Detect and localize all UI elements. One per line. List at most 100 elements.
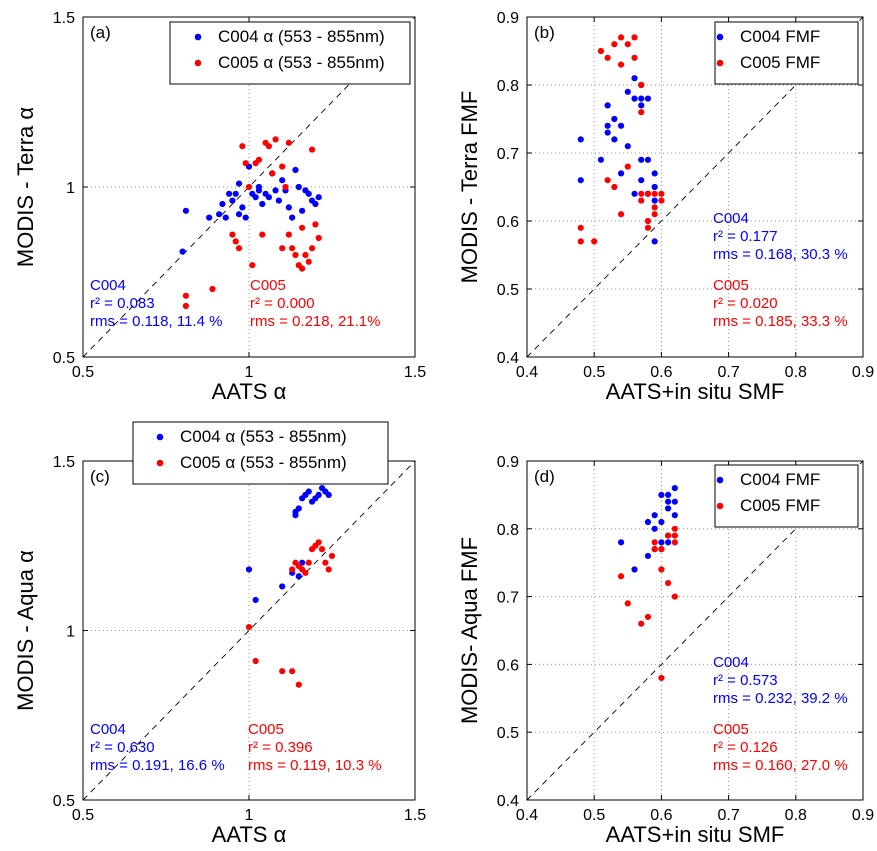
stat-label: C005 [713,277,749,294]
data-point [631,75,638,82]
stat-label: C004 [90,721,126,738]
data-point [289,245,296,252]
x-axis-label: AATS α [212,822,287,847]
data-point [644,518,652,526]
stat-r2: r² = 0.177 [713,228,778,245]
data-point [665,498,672,505]
legend: C004 FMF C005 FMF [714,464,859,528]
data-point [658,190,665,197]
y-tick-label: 1 [66,624,75,641]
data-point [325,566,332,573]
data-point [315,234,322,242]
x-tick-label: 0.9 [852,807,874,824]
stat-r2: r² = 0.573 [713,672,778,689]
data-point [604,129,611,136]
legend-entry: C005 FMF [740,53,820,72]
legend: C004 α (553 - 855nm) C005 α (553 - 855nm) [132,421,389,485]
data-point [617,170,625,177]
data-point [299,265,306,272]
data-point [252,657,259,665]
data-point [259,231,266,238]
data-point [617,539,625,546]
y-tick-label: 0.5 [53,793,75,810]
data-point [644,552,652,560]
data-point [624,600,631,607]
data-point [644,156,652,163]
data-point [285,139,292,146]
legend: C004 α (553 - 855nm) C005 α (553 - 855nm) [169,21,411,85]
data-point [259,200,266,208]
data-point [638,156,645,163]
data-point [295,681,302,688]
data-point [315,491,322,498]
legend-marker [716,33,724,41]
data-point [665,505,672,512]
data-point [671,539,678,546]
data-point [617,122,625,129]
data-point [577,136,584,143]
y-tick-label: 1.5 [53,454,75,471]
data-point [577,177,584,184]
panel-label: (b) [534,23,555,42]
panel-label: (c) [90,467,110,486]
legend-box [169,21,411,85]
data-point [292,166,299,174]
y-tick-label: 0.9 [497,10,519,27]
stat-rms: rms = 0.119, 10.3 % [248,757,382,774]
y-tick-label: 0.4 [497,793,519,810]
data-point [182,302,190,310]
data-point [279,668,286,675]
data-point [617,211,625,218]
data-point [265,194,273,201]
data-point [305,258,312,265]
x-tick-label: 0.8 [785,364,807,381]
panel-a: 0.5 1 1.5 0.5 1 1.5 AATS α MODIS - Terra α (a) C0… [13,10,426,404]
legend-marker [156,459,164,467]
x-tick-label: 1 [245,364,254,381]
data-point [665,491,672,498]
legend-entry: C004 α (553 - 855nm) [218,27,385,46]
panel-b: 0.4 0.5 0.6 0.7 0.8 0.9 0.4 0.5 0.6 0.7 0.8 0.9 AATS… [457,10,874,404]
y-tick-label: 0.9 [497,454,519,471]
data-point [219,200,226,208]
x-tick-label: 0.7 [717,364,739,381]
data-point [279,583,286,590]
stat-rms: rms = 0.160, 27.0 % [713,757,848,774]
data-point [245,183,253,191]
stat-r2: r² = 0.630 [90,739,155,756]
legend: C004 FMF C005 FMF [714,21,859,85]
data-point [206,214,213,221]
data-point [658,491,665,498]
legend-box [714,21,859,85]
data-point [302,251,309,259]
data-point [239,204,246,211]
data-point [325,491,332,498]
data-point [604,177,611,184]
data-point [658,539,665,546]
data-point [617,573,625,580]
data-point [651,211,658,218]
data-point [638,102,645,109]
data-point [279,163,286,170]
data-point [658,674,665,682]
data-point [292,251,299,259]
data-point [272,187,279,194]
data-point [577,224,584,231]
stat-r2: r² = 0.000 [250,295,315,312]
legend-entry: C004 α (553 - 855nm) [180,427,347,446]
data-point [638,109,645,116]
x-axis-label: AATS+in situ SMF [606,822,785,847]
data-point [308,245,316,252]
data-point [644,613,652,621]
x-tick-label: 0.4 [516,364,538,381]
stat-rms: rms = 0.191, 16.6 % [90,757,225,774]
data-point [638,620,645,627]
y-tick-label: 1 [66,180,75,197]
legend-marker [716,476,724,484]
data-point [651,546,658,553]
data-point [671,485,678,492]
data-point [242,160,249,167]
data-point [305,488,312,495]
data-point [671,593,678,600]
